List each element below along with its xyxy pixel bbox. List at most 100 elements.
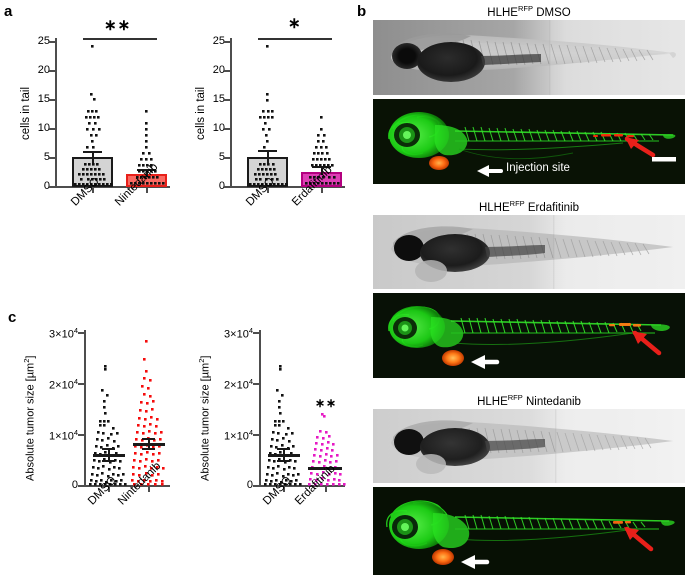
x-tick-dmso: [108, 486, 110, 492]
error-bar-nintedanib: [148, 438, 150, 449]
x-tick-dmso: [283, 486, 285, 492]
brightfield-image-dmso: [373, 20, 685, 95]
x-tick-erdafitinib: [325, 486, 327, 492]
fluorescence-render: [373, 293, 685, 378]
y-tick-0: [224, 186, 230, 188]
y-tick-1e4: [78, 434, 84, 436]
panel-letter-c: c: [8, 309, 17, 326]
y-tick-mantissa: 2×10: [49, 379, 74, 392]
fluorescence-image-nintedanib: [373, 487, 685, 575]
mean-line-erdafitinib: [308, 467, 342, 470]
y-tick-0: [253, 485, 259, 487]
error-cap-top-dmso: [102, 448, 115, 450]
error-cap-dmso: [83, 151, 102, 153]
panel-letter-b: b: [357, 3, 367, 20]
y-tick-label-15: 15: [212, 93, 225, 105]
image-title-dmso: HLHERFP DMSO: [373, 5, 685, 19]
image-title-prefix: HLHE: [487, 6, 518, 19]
chart-a-right: cells in tail 0 5 10 15 20 25 ∗: [175, 0, 355, 230]
y-tick-exponent: 4: [73, 377, 78, 386]
brightfield-image-nintedanib: [373, 409, 685, 483]
y-tick-5: [49, 157, 55, 159]
significance-label: ∗: [288, 15, 302, 32]
y-tick-1e4: [253, 434, 259, 436]
y-tick-label-20: 20: [212, 64, 225, 76]
image-title-suffix: Erdafitinib: [527, 201, 580, 214]
brightfield-render: [373, 215, 685, 289]
image-title-superscript: RFP: [509, 199, 525, 208]
y-tick-3e4: [253, 332, 259, 334]
error-cap-erdafitinib: [312, 166, 331, 168]
y-tick-label-3e4: 3×104: [203, 327, 253, 341]
metastasis-arrow-icon: [632, 330, 662, 356]
brightfield-render: [373, 409, 685, 483]
x-axis-line: [259, 485, 345, 487]
brightfield-image-erdafitinib: [373, 215, 685, 289]
error-bar-nintedanib: [146, 169, 148, 177]
image-title-suffix: DMSO: [536, 6, 571, 19]
injection-arrow-icon: [461, 555, 490, 569]
y-tick-2e4: [78, 383, 84, 385]
scatter-points-overlay: [249, 45, 340, 186]
error-cap-bottom-dmso: [277, 460, 290, 462]
fluorescence-image-dmso: Injection site: [373, 99, 685, 184]
x-tick-dmso: [267, 187, 269, 193]
y-tick-exponent: 4: [73, 428, 78, 437]
y-tick-label-15: 15: [37, 93, 50, 105]
error-bar-dmso: [267, 150, 269, 163]
image-title-prefix: HLHE: [477, 395, 508, 408]
error-cap-bottom-dmso: [102, 460, 115, 462]
image-title-prefix: HLHE: [478, 201, 510, 214]
y-tick-label-1e4: 1×104: [203, 429, 253, 443]
y-tick-label-5: 5: [43, 151, 50, 163]
scale-bar: [652, 157, 676, 162]
error-cap-top-nintedanib: [142, 438, 155, 440]
y-tick-mantissa: 1×10: [49, 430, 74, 443]
x-tick-nintedanib: [146, 187, 148, 193]
significance-label: ∗∗: [104, 17, 132, 34]
x-tick-erdafitinib: [321, 187, 323, 193]
x-axis-line: [84, 485, 170, 487]
y-tick-20: [49, 70, 55, 72]
y-tick-15: [224, 99, 230, 101]
y-tick-10: [224, 128, 230, 130]
significance-label: ∗∗: [315, 396, 338, 410]
y-tick-3e4: [78, 332, 84, 334]
scatter-points-overlay: [264, 365, 346, 486]
scatter-points-overlay: [89, 340, 165, 486]
error-bar-dmso: [92, 151, 94, 163]
y-tick-25: [224, 41, 230, 43]
y-tick-label-10: 10: [37, 122, 50, 134]
y-tick-10: [49, 128, 55, 130]
y-tick-0: [49, 186, 55, 188]
fluorescence-render: [373, 99, 685, 184]
y-tick-label-2e4: 2×104: [203, 378, 253, 392]
error-cap-top-dmso: [277, 448, 290, 450]
y-tick-exponent: 4: [248, 428, 253, 437]
error-cap-dmso: [258, 150, 277, 152]
y-tick-label-2e4: 2×104: [28, 378, 78, 392]
significance-line: [83, 38, 157, 40]
chart-c-left: Absolute tumor size [µm2] 0 1×104 2×104 …: [0, 305, 180, 579]
y-axis-line: [84, 330, 86, 486]
error-bar-dmso: [108, 448, 110, 461]
image-title-superscript: RFP: [507, 393, 523, 402]
error-bar-erdafitinib: [321, 166, 323, 175]
injection-arrow-icon: [471, 355, 500, 369]
y-tick-exponent: 4: [248, 326, 253, 335]
y-tick-2e4: [253, 383, 259, 385]
x-tick-dmso: [92, 187, 94, 193]
y-tick-label-0: 0: [246, 479, 253, 491]
y-tick-label-20: 20: [37, 64, 50, 76]
image-title-suffix: Nintedanib: [525, 395, 581, 408]
y-tick-label-25: 25: [212, 35, 225, 47]
y-tick-5: [224, 157, 230, 159]
y-tick-exponent: 4: [73, 326, 78, 335]
scatter-points-overlay: [74, 45, 165, 186]
y-tick-20: [224, 70, 230, 72]
y-tick-label-0: 0: [43, 180, 50, 192]
metastasis-arrow-icon: [624, 526, 654, 552]
image-title-nintedanib: HLHERFP Nintedanib: [373, 394, 685, 408]
injection-arrow-icon: [477, 165, 503, 177]
